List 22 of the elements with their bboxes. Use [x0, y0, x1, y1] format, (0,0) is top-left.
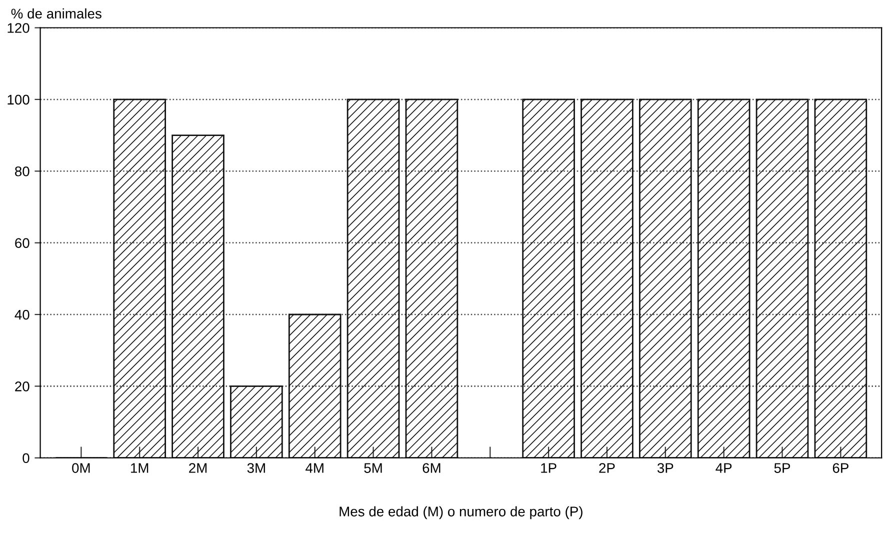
x-tick-label: 1M — [131, 463, 148, 473]
x-axis-title: Mes de edad (M) o numero de parto (P) — [340, 506, 582, 520]
x-tick-label: 6M — [422, 463, 440, 473]
x-tick-label: 6P — [832, 463, 848, 473]
x-tick-label: 1P — [541, 463, 556, 473]
y-tick-label: 20 — [15, 382, 30, 392]
x-tick-label: 0M — [72, 463, 90, 473]
x-tick-label: 5P — [774, 463, 790, 473]
x-tick-label: 4M — [306, 463, 324, 473]
x-tick-label: 3M — [247, 463, 265, 473]
x-tick-label: 3P — [657, 463, 674, 473]
y-tick-label: 60 — [15, 238, 30, 248]
y-tick-label: 0 — [22, 453, 30, 464]
y-tick-label: 120 — [8, 23, 30, 33]
y-tick-label: 100 — [8, 94, 30, 105]
y-tick-label: 80 — [15, 166, 30, 176]
y-axis-title: % de animales — [11, 8, 102, 19]
x-tick-label: 5M — [364, 463, 382, 473]
x-tick-label: 2P — [599, 463, 615, 473]
x-tick-label: 2M — [189, 463, 207, 473]
x-tick-label: 4P — [716, 463, 732, 473]
y-tick-label: 40 — [14, 310, 30, 320]
